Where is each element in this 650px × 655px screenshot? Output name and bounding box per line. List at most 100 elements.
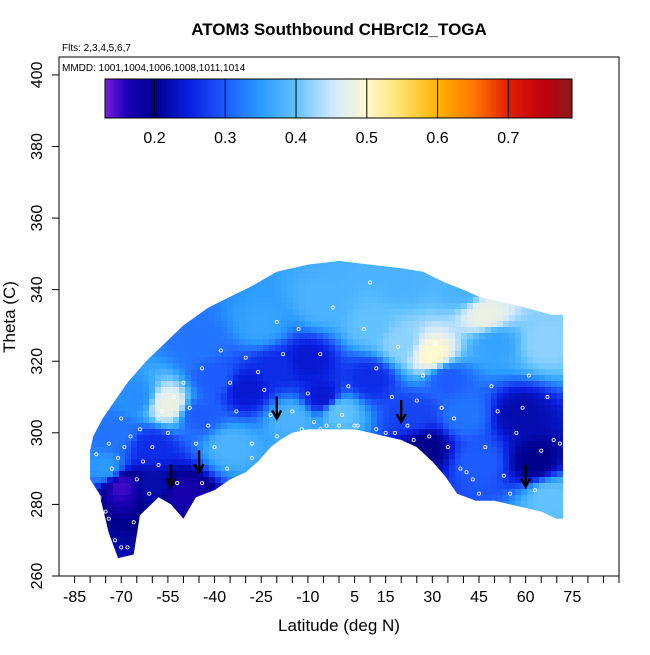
field-cell xyxy=(263,219,270,226)
field-cell xyxy=(95,183,102,190)
field-cell xyxy=(365,543,372,550)
field-cell xyxy=(377,531,384,538)
field-cell xyxy=(359,549,366,556)
field-cell xyxy=(167,567,174,574)
field-cell xyxy=(185,147,192,154)
field-cell xyxy=(161,123,168,130)
field-cell xyxy=(209,447,216,454)
field-cell xyxy=(335,141,342,148)
field-cell xyxy=(161,453,168,460)
field-cell xyxy=(107,315,114,322)
field-cell xyxy=(341,141,348,148)
field-cell xyxy=(173,549,180,556)
field-cell xyxy=(341,501,348,508)
field-cell xyxy=(323,309,330,316)
field-cell xyxy=(341,465,348,472)
field-cell xyxy=(281,507,288,514)
field-cell xyxy=(269,171,276,178)
field-cell xyxy=(101,567,108,574)
field-cell xyxy=(215,519,222,526)
field-cell xyxy=(83,423,90,430)
field-cell xyxy=(353,369,360,376)
field-cell xyxy=(353,321,360,328)
field-cell xyxy=(113,459,120,466)
field-cell xyxy=(305,195,312,202)
field-cell xyxy=(143,507,150,514)
field-cell xyxy=(347,513,354,520)
field-cell xyxy=(221,165,228,172)
field-cell xyxy=(125,249,132,256)
field-cell xyxy=(317,141,324,148)
field-cell xyxy=(383,555,390,559)
field-cell xyxy=(311,423,318,430)
field-cell xyxy=(65,495,72,502)
field-cell xyxy=(143,351,150,358)
field-cell xyxy=(341,63,348,70)
field-cell xyxy=(161,543,168,550)
field-cell xyxy=(90,429,96,436)
field-cell xyxy=(59,333,66,340)
field-cell xyxy=(335,63,342,70)
field-cell xyxy=(209,303,216,310)
field-cell xyxy=(311,531,318,538)
field-cell xyxy=(65,291,72,298)
field-cell xyxy=(245,381,252,388)
field-cell xyxy=(233,153,240,160)
field-cell xyxy=(155,159,162,166)
field-cell xyxy=(287,183,294,190)
field-cell xyxy=(263,435,270,442)
field-cell xyxy=(203,387,210,394)
field-cell xyxy=(197,363,204,370)
field-cell xyxy=(143,513,150,520)
field-cell xyxy=(377,261,384,262)
field-cell xyxy=(275,435,282,442)
field-cell xyxy=(353,195,360,202)
field-cell xyxy=(395,207,402,214)
field-cell xyxy=(143,303,150,310)
field-cell xyxy=(239,435,246,442)
field-cell xyxy=(191,381,198,388)
field-cell xyxy=(191,363,198,370)
field-cell xyxy=(311,279,318,286)
field-cell xyxy=(281,267,288,274)
field-cell xyxy=(377,141,384,148)
field-cell xyxy=(95,507,102,514)
field-cell xyxy=(227,207,234,214)
field-cell xyxy=(149,327,156,334)
field-cell xyxy=(365,513,372,520)
field-cell xyxy=(257,231,264,238)
field-cell xyxy=(209,381,216,388)
field-cell xyxy=(293,195,300,202)
field-cell xyxy=(131,219,138,226)
field-cell xyxy=(251,507,258,514)
field-cell xyxy=(305,405,312,412)
field-cell xyxy=(365,63,372,70)
field-cell xyxy=(395,375,402,382)
field-cell xyxy=(185,453,192,460)
field-cell xyxy=(203,375,210,382)
field-cell xyxy=(131,225,138,232)
field-cell xyxy=(377,399,384,406)
field-cell xyxy=(107,153,114,160)
field-cell xyxy=(299,483,306,490)
field-cell xyxy=(317,429,324,436)
field-cell xyxy=(90,375,96,382)
field-cell xyxy=(395,69,402,76)
field-cell xyxy=(239,447,246,454)
field-cell xyxy=(173,285,180,292)
field-cell xyxy=(113,321,120,328)
field-cell xyxy=(371,297,378,304)
field-cell xyxy=(335,189,342,196)
field-cell xyxy=(191,213,198,220)
field-cell xyxy=(59,201,66,208)
field-cell xyxy=(233,525,240,532)
field-cell xyxy=(323,537,330,544)
field-cell xyxy=(227,399,234,406)
field-cell xyxy=(329,513,336,520)
field-cell xyxy=(131,495,138,502)
field-cell xyxy=(173,141,180,148)
field-cell xyxy=(71,315,78,322)
field-cell xyxy=(203,549,210,556)
field-cell xyxy=(131,345,138,352)
field-cell xyxy=(365,189,372,196)
